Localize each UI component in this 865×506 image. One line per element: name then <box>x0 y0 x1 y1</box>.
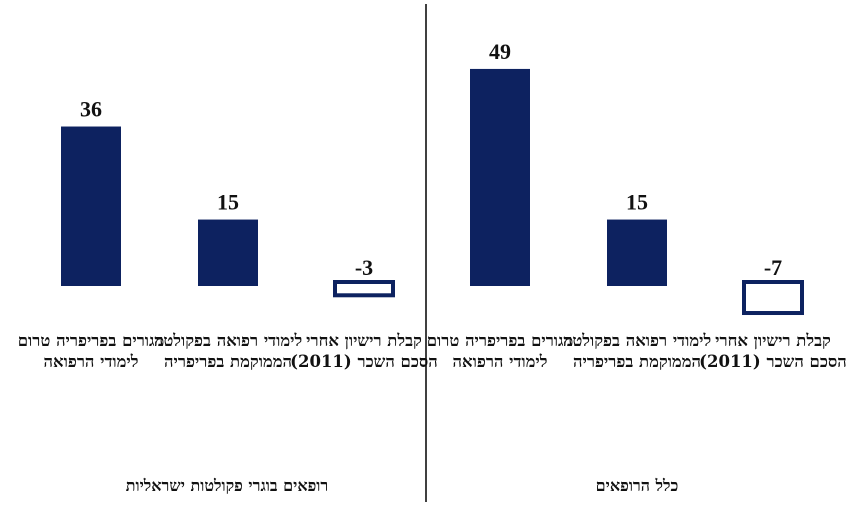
category-label-all-physicians-0: קבלת רישיון אחרי הסכם השכר (2011) <box>699 331 847 371</box>
category-label-israeli-graduates-0: קבלת רישיון אחרי הסכם השכר (2011) <box>290 331 438 371</box>
group-label-israeli-graduates: רופאים בוגרי פקולטות ישראליות <box>125 476 329 495</box>
bar-israeli-graduates-1 <box>198 219 258 286</box>
value-label-israeli-graduates-0: -3 <box>355 255 373 280</box>
category-label-all-physicians-1: לימודי רפואה בפקולטה הממוקמת בפריפריה <box>562 331 712 371</box>
bar-all-physicians-1 <box>607 219 667 286</box>
bar-all-physicians-0 <box>742 280 804 316</box>
bar-all-physicians-2 <box>470 68 530 287</box>
category-label-israeli-graduates-1: לימודי רפואה בפקולטה הממוקמת בפריפריה <box>153 331 303 371</box>
category-label-all-physicians-2: מגורים בפריפריה טרום לימודי הרפואה <box>426 331 574 371</box>
value-label-all-physicians-0: -7 <box>764 255 782 280</box>
value-label-all-physicians-1: 15 <box>626 190 648 215</box>
group-label-all-physicians: כלל הרופאים <box>595 476 679 495</box>
bar-israeli-graduates-2 <box>61 126 121 287</box>
category-label-israeli-graduates-2: מגורים בפריפריה טרום לימודי הרפואה <box>17 331 165 371</box>
value-label-israeli-graduates-2: 36 <box>80 97 102 122</box>
value-label-all-physicians-2: 49 <box>489 39 511 64</box>
value-label-israeli-graduates-1: 15 <box>217 190 239 215</box>
bar-israeli-graduates-0 <box>333 280 395 298</box>
